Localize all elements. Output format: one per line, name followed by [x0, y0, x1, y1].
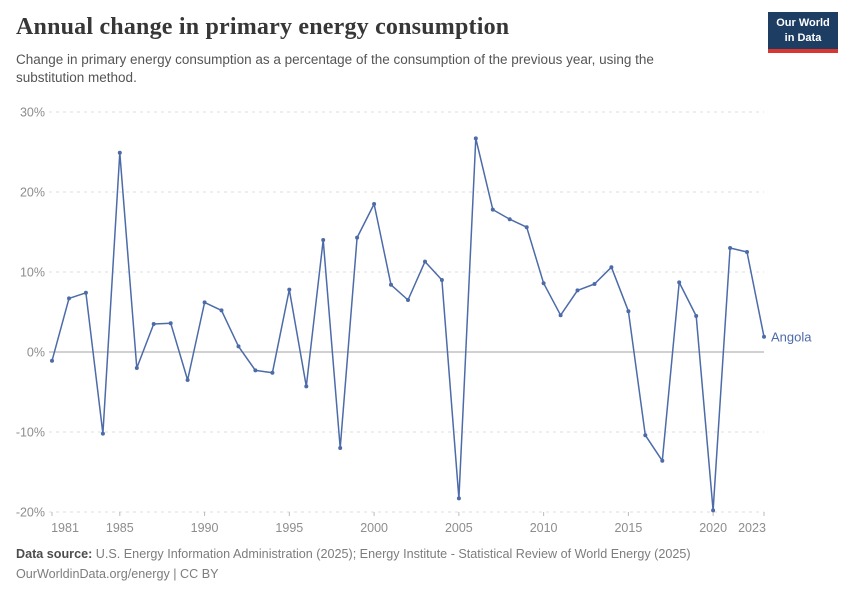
data-point[interactable]: [694, 314, 699, 318]
entity-label[interactable]: Angola: [771, 329, 812, 344]
x-axis-label: 1981: [51, 521, 79, 535]
data-point[interactable]: [711, 508, 716, 513]
y-axis-label: 20%: [20, 186, 45, 200]
data-source-text: U.S. Energy Information Administration (…: [92, 547, 691, 561]
data-point[interactable]: [592, 282, 597, 286]
data-point[interactable]: [287, 287, 292, 292]
data-source-line: Data source: U.S. Energy Information Adm…: [16, 544, 836, 564]
data-point[interactable]: [236, 344, 241, 349]
data-point[interactable]: [456, 496, 461, 501]
series-line[interactable]: [51, 137, 765, 512]
data-source-label: Data source:: [16, 547, 93, 561]
x-axis-label: 2000: [360, 521, 388, 535]
x-axis-label: 2023: [738, 521, 766, 535]
data-point[interactable]: [507, 217, 512, 222]
data-point[interactable]: [202, 300, 207, 305]
x-axis-label: 2005: [445, 521, 473, 535]
data-point[interactable]: [558, 313, 563, 318]
data-point[interactable]: [50, 358, 54, 363]
data-point[interactable]: [253, 368, 258, 373]
data-point[interactable]: [117, 150, 122, 155]
chart-subtitle: Change in primary energy consumption as …: [16, 52, 654, 85]
data-point[interactable]: [83, 290, 88, 295]
data-point[interactable]: [660, 458, 665, 463]
y-axis-label: 10%: [20, 266, 45, 280]
data-point[interactable]: [389, 282, 393, 287]
data-point[interactable]: [270, 370, 275, 375]
data-point[interactable]: [677, 280, 682, 285]
data-point[interactable]: [338, 446, 343, 450]
data-point[interactable]: [219, 308, 224, 313]
data-point[interactable]: [168, 321, 173, 326]
data-point[interactable]: [423, 259, 427, 264]
owid-logo[interactable]: Our World in Data: [768, 12, 838, 53]
data-point[interactable]: [626, 309, 631, 314]
data-point[interactable]: [185, 378, 190, 382]
data-point[interactable]: [524, 225, 529, 230]
chart-title: Annual change in primary energy consumpt…: [16, 14, 510, 40]
chart-footer: Data source: U.S. Energy Information Adm…: [16, 544, 836, 584]
data-point[interactable]: [355, 235, 360, 240]
y-axis-label: -20%: [16, 506, 45, 520]
data-point[interactable]: [643, 433, 648, 438]
data-point[interactable]: [439, 278, 444, 282]
data-point[interactable]: [745, 250, 749, 254]
data-point[interactable]: [490, 207, 495, 212]
data-point[interactable]: [100, 431, 105, 436]
data-point[interactable]: [304, 384, 309, 389]
data-point[interactable]: [151, 322, 156, 326]
data-point[interactable]: [541, 281, 546, 286]
x-axis-label: 1995: [275, 521, 303, 535]
x-axis-label: 1985: [106, 521, 134, 535]
y-axis-label: 0%: [27, 346, 45, 360]
owid-logo-line1: Our World: [776, 17, 830, 30]
data-point[interactable]: [609, 265, 614, 270]
data-point[interactable]: [473, 136, 478, 141]
x-axis-label: 2015: [614, 521, 642, 535]
owid-logo-line2: in Data: [784, 31, 822, 44]
x-axis-label: 2010: [530, 521, 558, 535]
data-point[interactable]: [575, 288, 580, 293]
license-line: OurWorldinData.org/energy | CC BY: [16, 567, 219, 582]
y-axis-label: -10%: [16, 426, 45, 440]
data-point[interactable]: [728, 246, 733, 250]
x-axis-label: 1990: [191, 521, 219, 535]
data-point[interactable]: [762, 334, 766, 339]
data-point[interactable]: [406, 298, 410, 302]
data-point[interactable]: [134, 366, 139, 370]
data-point[interactable]: [321, 238, 326, 242]
x-axis-label: 2020: [699, 521, 727, 535]
data-point[interactable]: [67, 296, 71, 301]
data-point[interactable]: [372, 202, 377, 206]
y-axis-label: 30%: [20, 106, 45, 120]
